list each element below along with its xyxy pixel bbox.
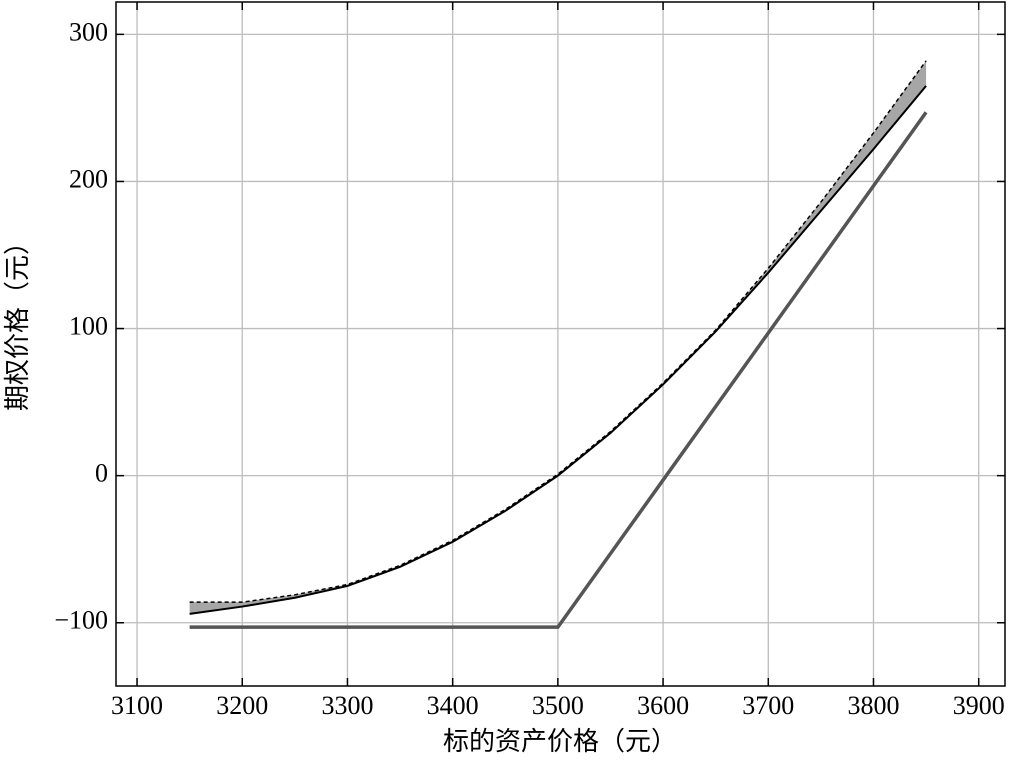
- y-tick-label: 200: [69, 164, 108, 193]
- x-tick-label: 3900: [953, 691, 1005, 720]
- x-axis-label: 标的资产价格（元）: [443, 727, 677, 756]
- series-line: [189, 111, 928, 629]
- plot-frame: [115, 1, 1006, 687]
- x-tick-label: 3800: [847, 691, 899, 720]
- y-axis-label: 期权价格（元）: [3, 229, 32, 411]
- series-line: [189, 85, 927, 615]
- y-tick-label: 300: [69, 17, 108, 46]
- x-tick-label: 3700: [742, 691, 794, 720]
- x-tick-label: 3100: [111, 691, 163, 720]
- series-line: [189, 60, 927, 603]
- y-tick-label: 100: [69, 312, 108, 341]
- x-tick-label: 3300: [321, 691, 373, 720]
- x-tick-label: 3500: [532, 691, 584, 720]
- x-tick-label: 3200: [216, 691, 268, 720]
- x-tick-label: 3600: [637, 691, 689, 720]
- y-tick-label: −100: [54, 606, 108, 635]
- x-tick-label: 3400: [427, 691, 479, 720]
- y-tick-label: 0: [95, 459, 108, 488]
